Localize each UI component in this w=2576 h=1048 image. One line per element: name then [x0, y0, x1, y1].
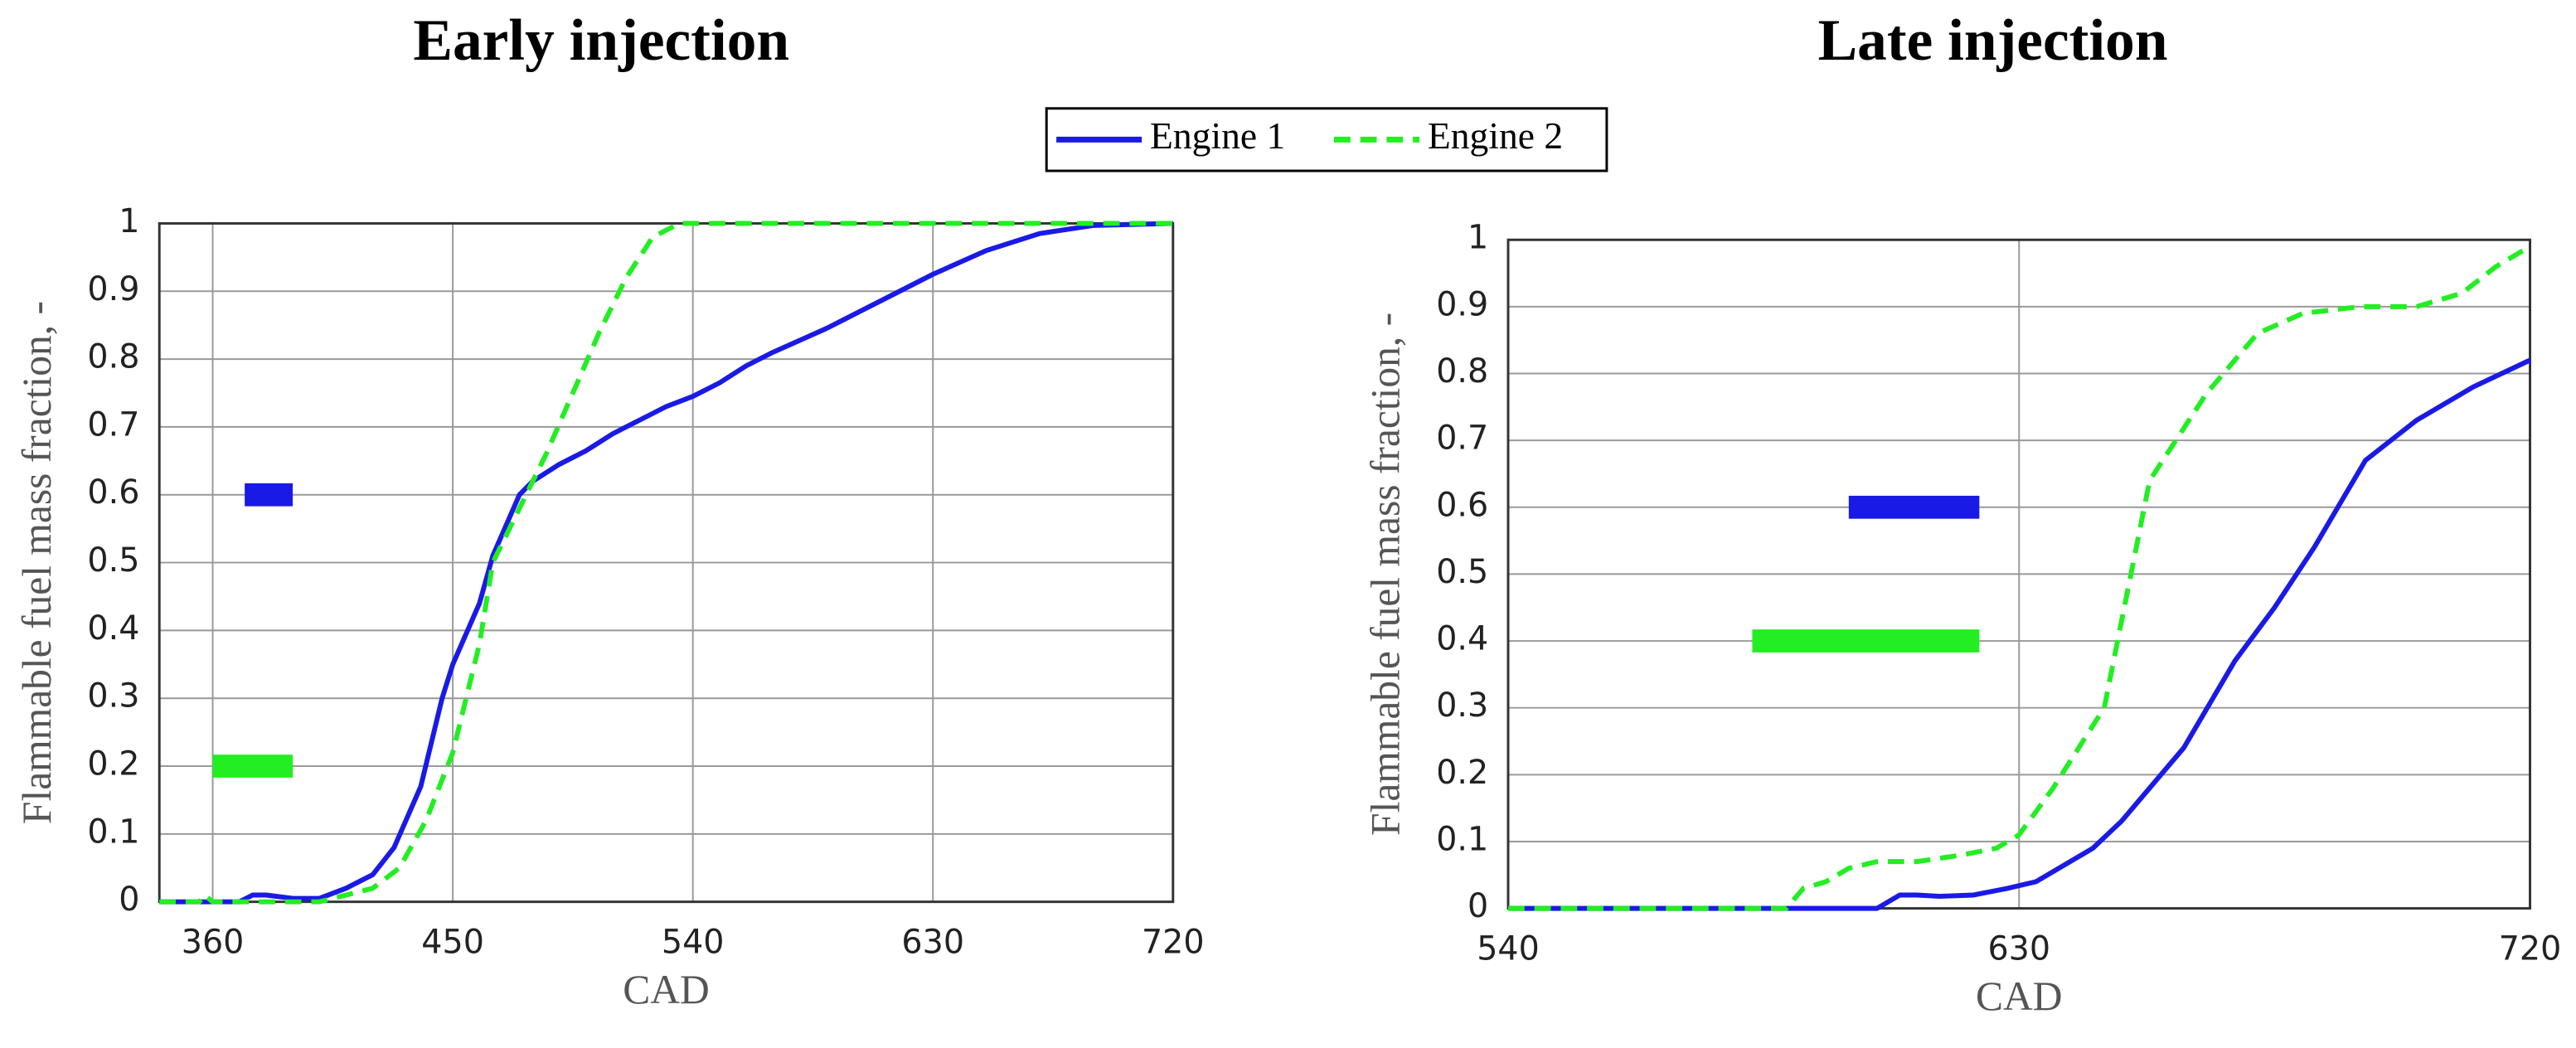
y-tick-label: 0.1: [1436, 820, 1488, 858]
y-tick-label: 0.2: [1436, 754, 1488, 792]
y-tick-label: 1: [1467, 219, 1488, 257]
injection-bar: [1752, 629, 1980, 653]
y-tick-label: 0: [1467, 887, 1488, 925]
y-tick-label: 0.7: [1436, 420, 1488, 458]
y-tick-label: 0.4: [87, 609, 139, 648]
x-tick-label: 540: [662, 924, 725, 962]
injection-bar: [245, 483, 293, 507]
y-tick-label: 0.7: [87, 405, 139, 444]
injection-bar: [1848, 495, 1980, 519]
y-tick-label: 0.8: [1436, 352, 1488, 391]
x-tick-label: 360: [182, 924, 245, 962]
y-tick-label: 0.6: [87, 473, 139, 512]
chart-title: Late injection: [1818, 7, 2168, 73]
x-tick-label: 540: [1477, 930, 1540, 968]
injection-bar: [212, 754, 293, 778]
y-axis-label: Flammable fuel mass fraction, -: [14, 301, 60, 824]
data-line: [159, 221, 1173, 905]
y-axis-label: Flammable fuel mass fraction, -: [1363, 313, 1409, 836]
y-tick-label: 0.9: [87, 270, 139, 308]
chart-title: Early injection: [413, 7, 789, 73]
data-line: [1508, 357, 2531, 911]
x-axis-label: CAD: [1976, 973, 2063, 1019]
y-tick-label: 0: [119, 881, 139, 919]
y-tick-label: 0.5: [87, 541, 139, 580]
y-tick-label: 1: [119, 202, 139, 240]
x-tick-label: 720: [2499, 930, 2562, 968]
x-tick-label: 720: [1142, 924, 1205, 962]
data-line: [159, 221, 1173, 905]
legend-label: Engine 1: [1150, 114, 1285, 157]
y-tick-label: 0.2: [87, 745, 139, 784]
legend-label: Engine 2: [1428, 114, 1563, 157]
y-tick-label: 0.1: [87, 813, 139, 851]
y-tick-label: 0.3: [1436, 687, 1488, 725]
plot-frame: [158, 221, 1175, 904]
y-tick-label: 0.6: [1436, 486, 1488, 524]
x-tick-label: 630: [1987, 930, 2050, 968]
y-tick-label: 0.5: [1436, 553, 1488, 591]
x-axis-label: CAD: [623, 967, 710, 1012]
plot-frame: [1506, 238, 2532, 910]
x-tick-label: 630: [901, 924, 964, 962]
y-tick-label: 0.8: [87, 338, 139, 376]
data-line: [1508, 244, 2532, 911]
y-tick-label: 0.4: [1436, 620, 1488, 658]
y-tick-label: 0.3: [87, 677, 139, 716]
y-tick-label: 0.9: [1436, 285, 1488, 323]
x-tick-label: 450: [421, 924, 484, 962]
